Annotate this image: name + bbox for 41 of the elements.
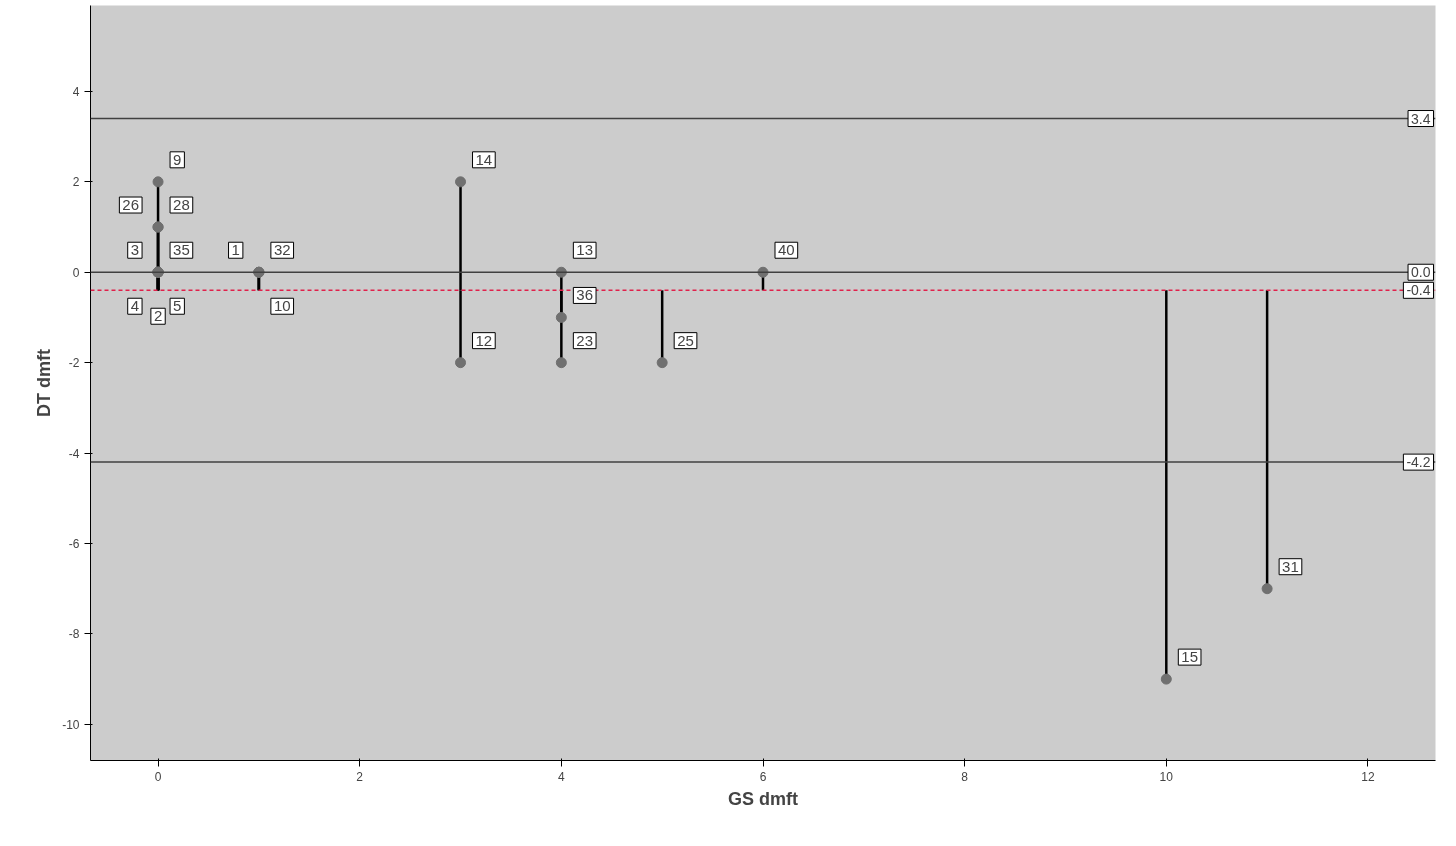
ref-line-label: -4.2 — [1406, 454, 1431, 471]
annotation: 15 — [1181, 648, 1198, 666]
annotation: 31 — [1282, 557, 1299, 575]
annotation: 14 — [475, 150, 493, 168]
y-tick-label: 4 — [72, 84, 80, 99]
y-tick-label: 0 — [72, 265, 80, 280]
x-axis-title: GS dmft — [728, 788, 798, 809]
y-tick-label: -2 — [68, 356, 80, 371]
y-tick-label: -8 — [68, 627, 80, 642]
x-tick-label: 2 — [356, 769, 364, 784]
annotation: 35 — [173, 241, 190, 259]
x-tick-label: 4 — [558, 769, 566, 784]
annotation: 36 — [576, 286, 594, 304]
annotation: 26 — [122, 196, 140, 214]
annotation: 13 — [576, 241, 594, 259]
x-tick-label: 0 — [154, 769, 162, 784]
y-axis-title: DT dmft — [34, 349, 55, 417]
ref-line-label: -0.4 — [1406, 282, 1431, 299]
annotation: 23 — [576, 331, 594, 349]
annotation: 12 — [475, 331, 493, 349]
y-tick-label: -6 — [68, 536, 80, 551]
x-tick-label: 12 — [1361, 769, 1375, 784]
annotation: 2 — [153, 307, 163, 325]
annotation: 40 — [778, 241, 795, 259]
annotation: 25 — [677, 331, 694, 349]
annotation: 32 — [273, 241, 291, 259]
x-tick-label: 10 — [1159, 769, 1174, 784]
annotation: 28 — [173, 196, 190, 214]
x-tick-label: 6 — [759, 769, 767, 784]
x-tick-label: 8 — [961, 769, 969, 784]
annotation: 1 — [231, 241, 240, 259]
ref-line-label: 3.4 — [1411, 110, 1431, 127]
y-tick-label: -10 — [62, 717, 80, 732]
annotation: 9 — [173, 150, 182, 168]
y-tick-label: 2 — [72, 175, 80, 190]
annotation: 4 — [130, 297, 140, 315]
ref-line-label: 0.0 — [1411, 264, 1431, 281]
y-tick-label: -4 — [68, 446, 80, 461]
annotation: 5 — [173, 297, 182, 315]
annotation: 10 — [273, 297, 291, 315]
annotation: 3 — [130, 241, 140, 259]
